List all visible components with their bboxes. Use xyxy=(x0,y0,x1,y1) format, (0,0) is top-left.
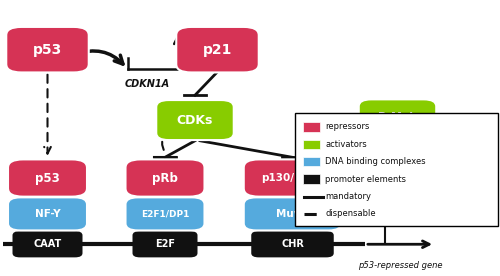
Text: pRb: pRb xyxy=(152,171,178,185)
Text: DNA binding complexes: DNA binding complexes xyxy=(325,157,426,166)
Text: NF-Y: NF-Y xyxy=(34,209,60,219)
FancyBboxPatch shape xyxy=(176,27,259,73)
FancyBboxPatch shape xyxy=(302,140,320,149)
Text: CDKs: CDKs xyxy=(177,113,213,127)
FancyBboxPatch shape xyxy=(126,160,204,197)
FancyBboxPatch shape xyxy=(302,174,320,184)
Text: CAAT: CAAT xyxy=(34,239,62,249)
Text: CDKN1A: CDKN1A xyxy=(125,79,170,89)
Text: p53-repressed gene: p53-repressed gene xyxy=(358,261,442,270)
Text: p53: p53 xyxy=(33,43,62,57)
Text: MuvB: MuvB xyxy=(276,209,309,219)
FancyBboxPatch shape xyxy=(251,231,334,257)
Text: E2F1/DP1: E2F1/DP1 xyxy=(141,209,189,218)
FancyBboxPatch shape xyxy=(126,197,204,230)
FancyBboxPatch shape xyxy=(302,122,320,132)
FancyBboxPatch shape xyxy=(295,113,498,226)
Text: ✕: ✕ xyxy=(392,201,407,219)
FancyBboxPatch shape xyxy=(359,99,436,135)
Text: dispensable: dispensable xyxy=(325,209,376,218)
Text: ✕: ✕ xyxy=(350,136,367,154)
FancyBboxPatch shape xyxy=(6,27,89,73)
FancyBboxPatch shape xyxy=(244,160,341,197)
FancyBboxPatch shape xyxy=(8,160,87,197)
FancyBboxPatch shape xyxy=(302,157,320,166)
Text: promoter elements: promoter elements xyxy=(325,175,406,184)
Text: CHR: CHR xyxy=(281,239,304,249)
FancyBboxPatch shape xyxy=(156,100,234,140)
Text: mandatory: mandatory xyxy=(325,192,371,201)
Text: repressors: repressors xyxy=(325,123,370,131)
FancyBboxPatch shape xyxy=(8,197,87,230)
Text: activators: activators xyxy=(325,140,367,149)
Text: B-Myb: B-Myb xyxy=(378,112,417,122)
FancyBboxPatch shape xyxy=(132,231,198,257)
Text: p53: p53 xyxy=(35,171,60,185)
Text: p130/E2F4: p130/E2F4 xyxy=(262,173,324,183)
FancyBboxPatch shape xyxy=(244,197,341,230)
FancyBboxPatch shape xyxy=(12,231,82,257)
Text: p21: p21 xyxy=(203,43,232,57)
Text: E2F: E2F xyxy=(155,239,175,249)
